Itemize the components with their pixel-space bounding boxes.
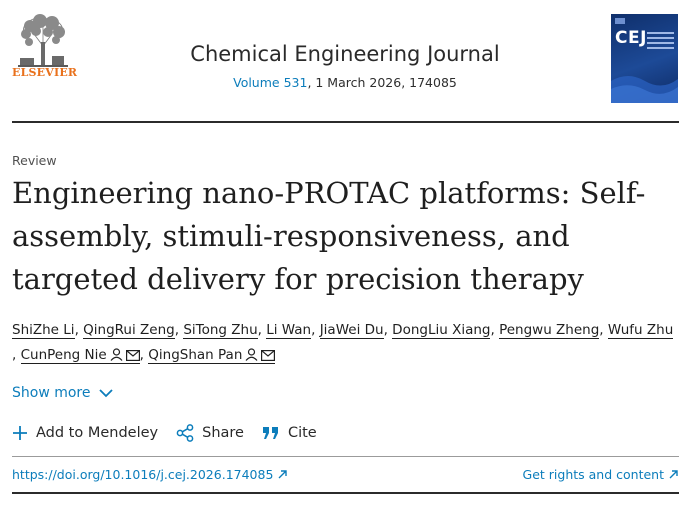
person-icon: [245, 348, 258, 361]
cover-journal-abbrev: CEJ: [615, 28, 647, 48]
author-link[interactable]: Li Wan: [266, 322, 312, 339]
elsevier-tree-logo[interactable]: [12, 12, 74, 80]
article-type: Review: [12, 153, 57, 168]
footer-divider: [12, 492, 679, 494]
author-link[interactable]: SiTong Zhu: [183, 322, 258, 339]
author-link[interactable]: Wufu Zhu: [607, 322, 674, 339]
plus-icon: [13, 426, 27, 440]
header-divider: [12, 121, 679, 123]
show-more-button[interactable]: Show more: [12, 385, 113, 401]
cite-button[interactable]: Cite: [262, 425, 317, 441]
add-to-mendeley-button[interactable]: Add to Mendeley: [12, 425, 158, 441]
cover-text-lines: [647, 32, 674, 52]
author-link[interactable]: DongLiu Xiang: [392, 322, 491, 339]
author-link-qingshan-pan[interactable]: QingShan Pan: [148, 347, 276, 364]
mail-icon: [125, 350, 140, 361]
article-title: Engineering nano-PROTAC platforms: Self-…: [12, 176, 646, 296]
article-header: ELSEVIER Chemical Engineering Journal Vo…: [0, 0, 692, 122]
share-icon: [176, 424, 194, 442]
actions-divider: [12, 456, 679, 457]
article-actions-bar: Add to Mendeley Share Cite: [12, 424, 335, 442]
author-link[interactable]: QingRui Zeng: [83, 322, 175, 339]
issue-info: Volume 531, 1 March 2026, 174085: [150, 75, 540, 90]
cite-label: Cite: [287, 425, 317, 441]
add-to-mendeley-label: Add to Mendeley: [36, 425, 159, 441]
rights-and-content-link[interactable]: Get rights and content: [523, 467, 678, 482]
share-button[interactable]: Share: [176, 424, 244, 442]
show-more-label: Show more: [12, 385, 91, 401]
person-icon: [110, 348, 123, 361]
share-label: Share: [202, 425, 244, 441]
author-link[interactable]: Pengwu Zheng: [499, 322, 600, 339]
author-link-cunpeng-nie[interactable]: CunPeng Nie: [20, 347, 140, 364]
journal-title-link[interactable]: Chemical Engineering Journal: [190, 42, 500, 66]
rights-text: Get rights and content: [522, 467, 664, 482]
volume-link[interactable]: Volume 531: [233, 75, 308, 90]
cover-wave-graphic: [611, 76, 678, 103]
arrow-up-right-icon: [669, 470, 678, 479]
arrow-up-right-icon: [278, 470, 288, 479]
cover-elsevier-mark: [615, 18, 625, 24]
quote-icon: [262, 427, 278, 439]
issue-details: , 1 March 2026, 174085: [307, 75, 457, 90]
mail-icon: [261, 350, 276, 361]
author-link[interactable]: JiaWei Du: [319, 322, 384, 339]
author-list: ShiZhe Li, QingRui Zeng, SiTong Zhu, Li …: [12, 322, 674, 364]
chevron-down-icon: [98, 388, 113, 397]
doi-text: https://doi.org/10.1016/j.cej.2026.17408…: [12, 467, 274, 482]
publisher-name: ELSEVIER: [12, 66, 78, 79]
doi-link[interactable]: https://doi.org/10.1016/j.cej.2026.17408…: [12, 467, 288, 482]
author-link[interactable]: ShiZhe Li: [12, 322, 75, 339]
journal-cover-image[interactable]: CEJ: [611, 14, 678, 103]
